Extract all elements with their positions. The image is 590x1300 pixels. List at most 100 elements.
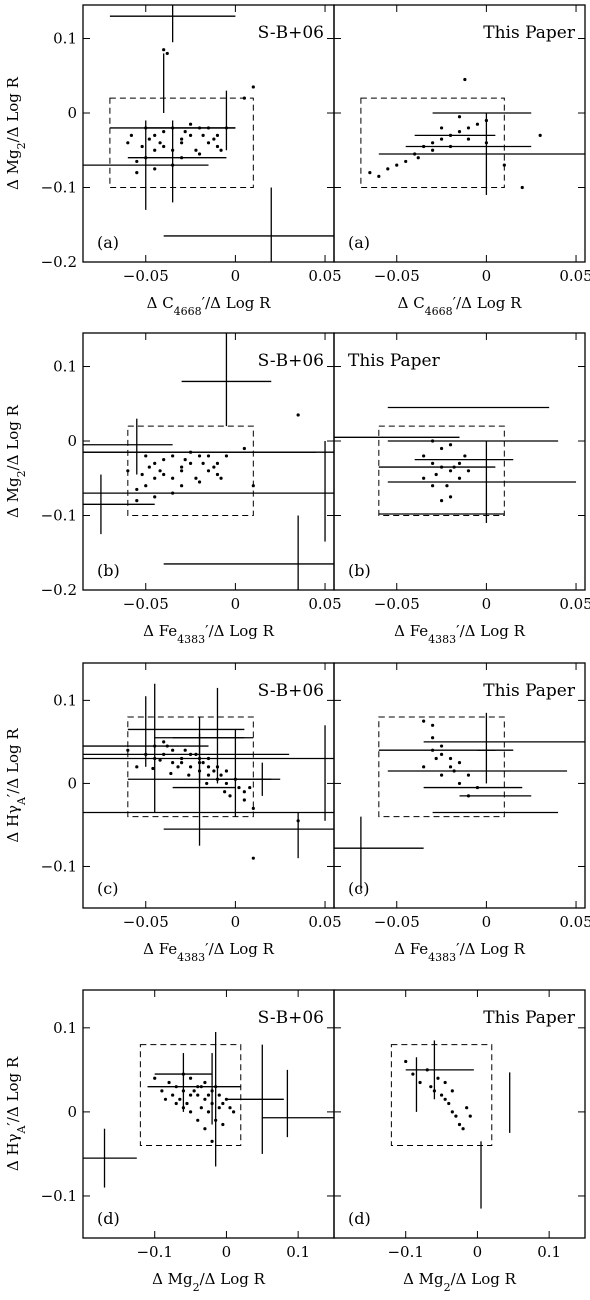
data-point <box>144 126 148 130</box>
errorbar <box>83 1128 137 1188</box>
x-tick-label: 0 <box>473 1243 483 1261</box>
data-point <box>194 752 198 756</box>
errorbar <box>334 816 424 892</box>
x-tick-label: 0 <box>482 595 492 613</box>
data-point <box>171 1093 175 1097</box>
panel-letter: (c) <box>97 879 118 898</box>
errorbar <box>163 187 334 262</box>
data-point <box>429 1085 433 1089</box>
y-axis-label: Δ Mg2/Δ Log R <box>4 76 28 190</box>
data-point <box>206 1093 211 1097</box>
y-tick-label: 0.1 <box>53 358 77 376</box>
data-point <box>147 465 151 469</box>
errorbar <box>127 696 245 767</box>
data-point <box>450 1089 454 1093</box>
data-point <box>454 1114 458 1118</box>
data-point <box>296 819 300 823</box>
panel-a-left: −0.05 0 0.05 0.1 0 −0.1 −0.2 S-B+06 (a) <box>41 4 342 285</box>
data-point <box>169 771 173 776</box>
data-point <box>248 785 252 790</box>
data-point <box>180 465 184 469</box>
x-tick-label: −0.05 <box>374 595 420 613</box>
data-point <box>465 1106 469 1110</box>
data-point <box>171 476 175 480</box>
panel-a-right: −0.05 0 0.05 This Paper (a) <box>333 4 590 285</box>
data-point <box>215 133 220 137</box>
y-tick-label: −0.1 <box>41 507 77 525</box>
data-point <box>224 126 229 130</box>
x-tick-label: −0.1 <box>136 1243 172 1261</box>
data-point <box>162 130 166 134</box>
data-point <box>162 144 166 149</box>
data-point <box>214 1085 218 1089</box>
data-point <box>439 126 444 130</box>
x-axis-label: Δ C4668′/Δ Log R <box>398 294 523 318</box>
data-layer <box>83 1032 334 1188</box>
data-point <box>188 1110 193 1114</box>
data-point <box>171 491 175 495</box>
data-point <box>153 167 157 171</box>
data-point <box>181 1072 185 1076</box>
data-point <box>228 1106 232 1110</box>
data-point <box>135 499 139 503</box>
data-point <box>242 446 246 451</box>
errorbar <box>378 113 585 195</box>
data-point <box>431 461 435 465</box>
data-point <box>206 773 211 777</box>
panel-c-left: −0.05 0 0.05 0.1 0 −0.1 S-B+06 (c) <box>41 662 342 931</box>
data-point <box>203 1127 207 1131</box>
data-point <box>212 137 216 141</box>
data-point <box>199 1106 203 1110</box>
data-point <box>183 748 187 752</box>
data-point <box>203 1097 207 1101</box>
y-tick-label: −0.2 <box>41 581 77 599</box>
x-tick-label: 0 <box>231 267 241 285</box>
data-point <box>201 461 205 465</box>
errorbar <box>387 441 577 523</box>
plot-frame <box>333 662 586 909</box>
plot-frame <box>82 4 335 263</box>
panel-d-left: −0.1 0 0.1 0.1 0 −0.1 S-B+06 (d) <box>41 989 335 1261</box>
errorbar <box>127 120 227 203</box>
y-tick-label: −0.2 <box>41 253 77 271</box>
data-point <box>450 1110 454 1114</box>
y-axis-label: Δ HγA′/Δ Log R <box>4 728 28 843</box>
data-point <box>457 1122 462 1127</box>
data-point <box>251 856 255 860</box>
data-point <box>178 1097 182 1101</box>
errorbar <box>181 333 272 427</box>
data-point <box>171 126 175 130</box>
data-point <box>224 781 229 786</box>
data-point <box>422 144 426 149</box>
data-point <box>153 1076 157 1080</box>
selection-box <box>139 1044 242 1147</box>
data-point <box>185 1101 189 1106</box>
data-point <box>158 758 162 762</box>
selection-box <box>360 97 505 189</box>
data-point <box>466 794 471 798</box>
data-point <box>219 773 223 777</box>
data-point <box>368 171 372 175</box>
x-axis-label: Δ Fe4383′/Δ Log R <box>394 940 526 964</box>
data-point <box>431 736 435 740</box>
x-axis-label: Δ Mg2/Δ Log R <box>152 1270 266 1294</box>
data-point <box>439 137 444 141</box>
data-point <box>439 499 444 503</box>
data-point <box>171 454 175 458</box>
data-point <box>167 1080 171 1085</box>
data-point <box>443 1080 447 1085</box>
x-tick-label: 0 <box>222 1243 232 1261</box>
data-point <box>140 472 144 477</box>
data-point <box>233 777 237 781</box>
panel-letter: (a) <box>97 233 119 252</box>
data-point <box>251 85 255 89</box>
data-point <box>221 1122 225 1127</box>
data-point <box>215 777 220 781</box>
data-point <box>434 472 438 477</box>
data-point <box>431 484 435 488</box>
data-point <box>439 446 444 451</box>
data-point <box>386 167 390 171</box>
data-point <box>203 1080 207 1085</box>
errorbar <box>145 90 236 151</box>
